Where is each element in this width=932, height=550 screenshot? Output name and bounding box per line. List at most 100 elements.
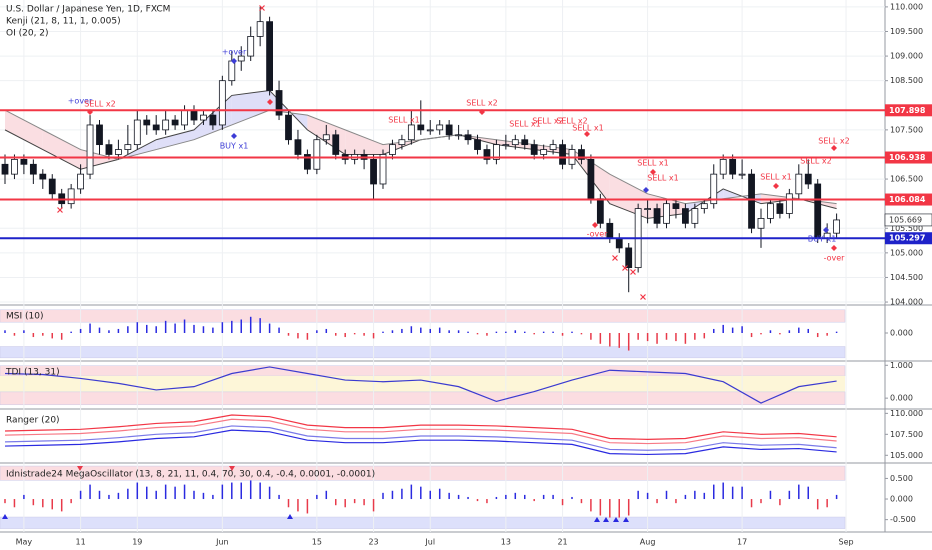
candle-body <box>738 173 746 176</box>
histogram-bar <box>60 499 63 512</box>
candle-body <box>596 198 604 224</box>
histogram-bar <box>23 494 25 500</box>
histogram-bar <box>297 499 299 512</box>
histogram-bar <box>42 333 44 336</box>
y-tick-label: 109.000 <box>890 52 923 61</box>
candle-body <box>294 139 302 155</box>
candle-body <box>474 139 481 150</box>
signal-label: +over <box>68 97 93 106</box>
triangle-marker <box>613 517 619 522</box>
histogram-bar <box>552 331 554 333</box>
histogram-bar <box>713 328 715 333</box>
histogram-bar <box>656 333 658 344</box>
candle-body <box>804 173 812 185</box>
histogram-bar <box>467 331 469 333</box>
histogram-bar <box>183 484 186 500</box>
histogram-bar <box>665 490 668 500</box>
candle-body <box>218 80 226 126</box>
histogram-bar <box>703 492 706 500</box>
histogram-bar <box>420 486 422 500</box>
histogram-bar <box>287 333 290 336</box>
histogram-bar <box>89 484 91 500</box>
candle-body <box>407 124 415 141</box>
candle-body <box>20 158 28 165</box>
pane-title: Ranger (20) <box>6 416 60 426</box>
histogram-bar <box>561 499 564 506</box>
histogram-bar <box>108 330 110 333</box>
candle-body <box>332 134 340 155</box>
kenji-cloud <box>156 129 194 150</box>
candle-body <box>578 149 585 160</box>
histogram-bar <box>467 496 469 500</box>
histogram-bar <box>769 490 772 500</box>
histogram-bar <box>457 330 460 333</box>
histogram-bar <box>826 499 828 508</box>
histogram-bar <box>117 492 120 500</box>
diamond-marker <box>773 183 779 189</box>
candle-body <box>700 203 708 209</box>
signal-label: SELL x2 <box>818 137 849 146</box>
x-tick-label: 17 <box>737 538 747 547</box>
histogram-bar <box>108 494 110 500</box>
y-tick-label: 105.000 <box>890 451 923 460</box>
candle-body <box>587 158 595 200</box>
histogram-bar <box>826 333 828 336</box>
histogram-bar <box>627 499 630 516</box>
histogram-bar <box>382 331 384 333</box>
histogram-bar <box>79 490 82 500</box>
histogram-bar <box>127 488 129 500</box>
histogram-bar <box>249 480 252 500</box>
signal-label: BUY x1 <box>808 235 837 244</box>
histogram-bar <box>13 333 16 336</box>
triangle-marker <box>2 514 8 519</box>
indicator-line <box>4 414 837 440</box>
histogram-bar <box>788 490 791 500</box>
histogram-bar <box>788 330 791 333</box>
indicator-line <box>4 425 837 451</box>
x-tick-label: 19 <box>132 538 142 547</box>
candle-body <box>785 193 793 214</box>
triangle-marker <box>77 466 83 471</box>
histogram-bar <box>476 499 479 502</box>
histogram-bar <box>325 490 328 500</box>
histogram-bar <box>401 488 403 500</box>
x-tick-label: Sep <box>839 538 854 547</box>
kenji-cloud <box>345 129 383 155</box>
histogram-bar <box>231 482 233 500</box>
y-tick-label: 106.500 <box>890 175 923 184</box>
candle-body <box>228 60 236 82</box>
histogram-bar <box>410 484 413 500</box>
histogram-bar <box>533 499 535 502</box>
histogram-bar <box>316 330 318 333</box>
pane-title: TDI (13, 31) <box>5 368 60 378</box>
diamond-marker <box>267 99 273 105</box>
histogram-bar <box>703 333 706 339</box>
histogram-bar <box>23 330 25 333</box>
histogram-bar <box>590 499 592 512</box>
histogram-bar <box>70 499 72 504</box>
signal-label: BUY x1 <box>220 142 249 151</box>
histogram-bar <box>259 482 261 500</box>
candle-body <box>275 90 283 116</box>
level-label: 107.898 <box>889 106 926 115</box>
histogram-bar <box>202 492 205 500</box>
y-tick-label: 0.500 <box>890 474 913 483</box>
diamond-marker <box>231 133 237 139</box>
candle-body <box>426 129 434 132</box>
histogram-bar <box>183 319 186 333</box>
histogram-bar <box>457 494 460 500</box>
histogram-bar <box>731 327 734 333</box>
histogram-bar <box>89 323 91 333</box>
histogram-bar <box>675 499 677 504</box>
signal-label: SELL x2 <box>84 100 115 109</box>
indicator-title: OI (20, 2) <box>6 29 49 39</box>
histogram-bar <box>580 499 583 504</box>
histogram-bar <box>807 328 809 333</box>
cross-marker <box>612 255 618 261</box>
y-tick-label: 104.000 <box>890 298 923 307</box>
histogram-bar <box>372 333 375 339</box>
y-tick-label: 1.000 <box>890 361 913 370</box>
histogram-bar <box>505 494 507 500</box>
